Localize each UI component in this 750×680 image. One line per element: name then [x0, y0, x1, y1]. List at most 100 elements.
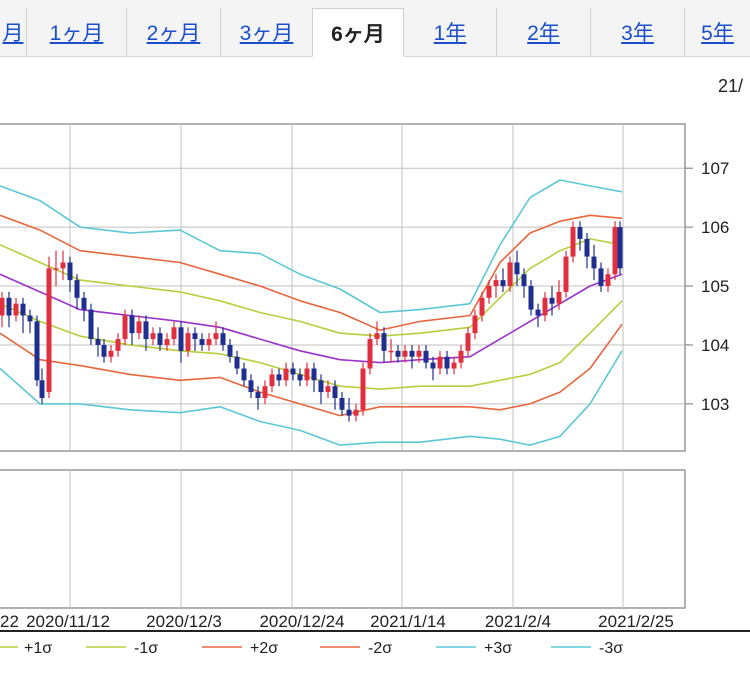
lower-panel-border	[0, 469, 686, 609]
candle-down	[290, 368, 296, 375]
candle-up	[213, 333, 219, 340]
x-tick-label: 2020/12/24	[259, 612, 344, 631]
candle-down	[227, 344, 233, 357]
candle-up	[493, 280, 499, 287]
x-tick-label: 2020/12/3	[146, 612, 222, 631]
tab-period-3-months[interactable]: 3ヶ月	[220, 8, 312, 56]
candle-down	[598, 268, 604, 287]
x-tick-label: 22	[0, 612, 19, 631]
candle-down	[178, 327, 184, 351]
tab-period-6-months[interactable]: 6ヶ月	[312, 8, 404, 57]
candle-down	[311, 368, 317, 381]
candle-up	[402, 350, 408, 357]
candle-up	[122, 315, 128, 340]
tab-period-1-year[interactable]: 1年	[433, 22, 467, 45]
candle-up	[60, 262, 66, 269]
candle-down	[297, 374, 303, 381]
candle-up	[507, 262, 513, 287]
y-tick-label: 106	[701, 218, 729, 237]
x-axis-ticks: 22 2020/11/12 2020/12/3 2020/12/24 2021/1/14…	[0, 612, 674, 631]
candle-up	[465, 333, 471, 351]
candle-down	[444, 356, 450, 369]
x-tick-label: 2021/1/14	[370, 612, 446, 631]
candle-down	[577, 227, 583, 239]
candle-up	[0, 297, 5, 316]
lower-panel-frame	[0, 469, 686, 609]
candle-down	[74, 280, 80, 298]
candle-down	[514, 262, 520, 275]
bollinger-bands	[0, 179, 623, 446]
y-axis-ticks: 107 106 105 104 103	[685, 159, 729, 414]
legend-label: +1σ	[24, 640, 52, 657]
band-dn3	[0, 350, 623, 446]
candle-up	[458, 350, 464, 363]
candle-down	[521, 274, 527, 287]
candle-up	[325, 386, 331, 393]
candle-up	[388, 350, 394, 353]
candle-up	[13, 303, 19, 316]
candle-up	[472, 315, 478, 334]
candle-down	[255, 392, 261, 398]
candle-up	[451, 362, 457, 369]
candle-up	[150, 333, 156, 340]
candle-up	[570, 227, 576, 257]
x-tick-label: 2021/2/4	[485, 612, 551, 631]
candle-up	[185, 333, 191, 351]
candle-up	[353, 409, 359, 416]
tab-period-3-years[interactable]: 3年	[590, 8, 684, 56]
candle-down	[248, 380, 254, 393]
candle-down	[346, 409, 352, 416]
x-tick-label: 2021/2/25	[598, 612, 674, 631]
candle-up	[367, 339, 373, 369]
candle-up	[136, 321, 142, 334]
candle-down	[192, 333, 198, 340]
tab-period-2-years[interactable]: 2年	[496, 8, 590, 56]
candle-up	[479, 297, 485, 316]
candle-down	[395, 350, 401, 357]
candle-up	[171, 327, 177, 340]
candle-up	[53, 268, 59, 270]
candle-down	[430, 362, 436, 369]
candle-down	[129, 315, 135, 334]
band-dn2	[0, 323, 623, 417]
candle-up	[269, 374, 275, 387]
y-tick-label: 107	[701, 159, 729, 178]
candle-down	[199, 339, 205, 345]
candle-down	[423, 350, 429, 363]
tab-period-1-month[interactable]: 1ヶ月	[26, 8, 126, 56]
candle-up	[46, 268, 52, 393]
candle-up	[360, 368, 366, 410]
tab-period-month[interactable]: 月	[2, 22, 24, 45]
candle-down	[234, 356, 240, 369]
y-tick-label: 104	[701, 336, 729, 355]
candle-down	[276, 374, 282, 381]
candle-up	[304, 368, 310, 381]
candle-up	[486, 286, 492, 298]
candle-up	[542, 297, 548, 316]
candle-down	[528, 286, 534, 310]
period-tabbar: 月 1ヶ月 2ヶ月 3ヶ月 6ヶ月 1年 2年 3年 5年	[0, 0, 750, 57]
candle-down	[584, 238, 590, 257]
candle-down	[88, 309, 94, 340]
candle-down	[101, 344, 107, 357]
candle-up	[437, 356, 443, 369]
band-up3	[0, 179, 623, 314]
bottom-divider	[0, 630, 750, 632]
tab-period-5-years[interactable]: 5年	[684, 8, 750, 56]
band-ma	[0, 273, 623, 364]
band-up1	[0, 238, 623, 337]
tab-period-2-months[interactable]: 2ヶ月	[126, 8, 220, 56]
candle-down	[617, 227, 623, 269]
candle-down	[549, 297, 555, 304]
candle-down	[39, 380, 45, 398]
y-tick-label: 105	[701, 277, 729, 296]
candle-up	[563, 256, 569, 292]
candle-down	[339, 397, 345, 410]
candle-down	[332, 386, 338, 398]
candle-down	[27, 315, 33, 322]
candle-up	[605, 274, 611, 287]
legend-label: -3σ	[599, 640, 623, 657]
candle-up	[283, 368, 289, 381]
candle-down	[20, 303, 26, 316]
